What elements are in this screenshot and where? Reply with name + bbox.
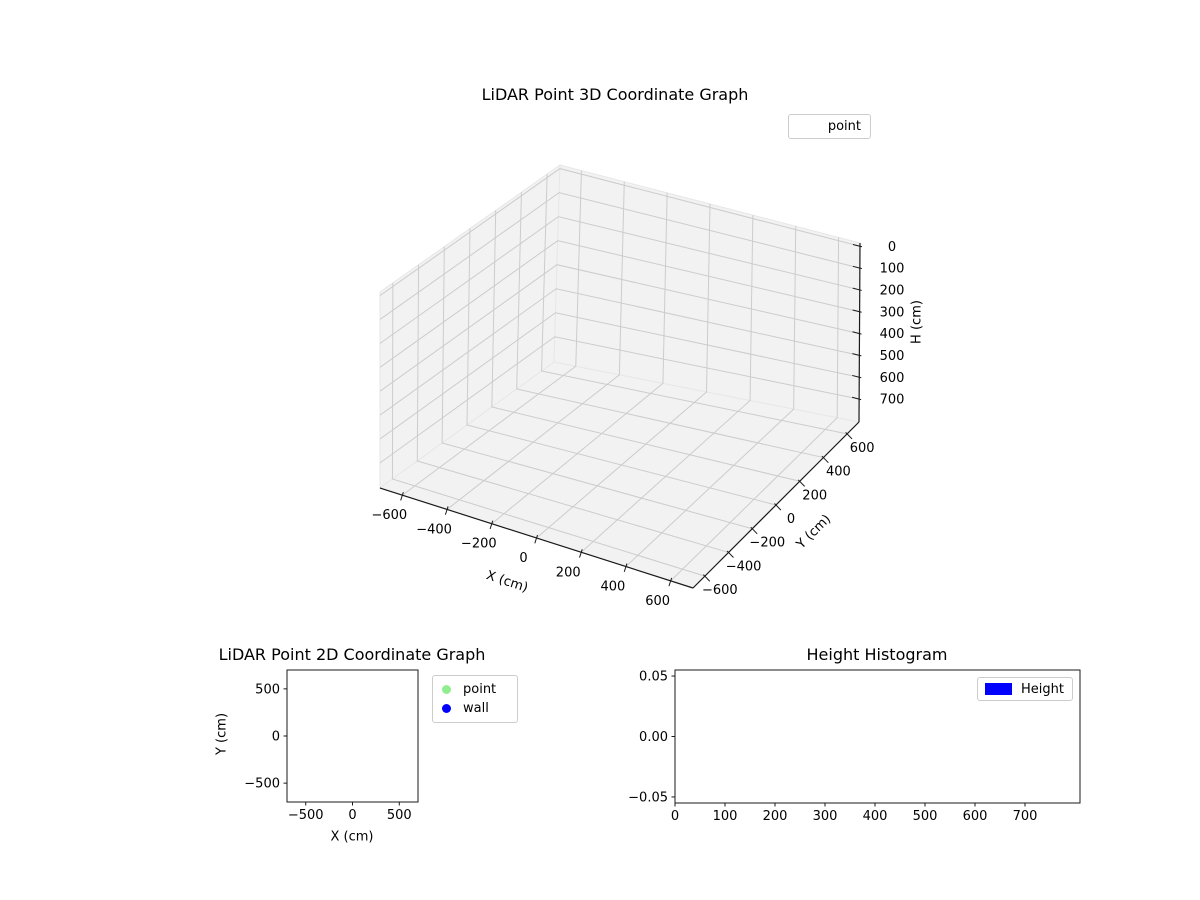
svg-text:600: 600	[850, 441, 875, 456]
svg-text:400: 400	[863, 809, 888, 824]
svg-text:200: 200	[763, 809, 788, 824]
svg-text:−200: −200	[749, 536, 785, 551]
svg-text:200: 200	[802, 488, 827, 503]
svg-text:500: 500	[387, 808, 412, 823]
svg-text:200: 200	[556, 565, 581, 580]
plot2d-legend-row-point: point	[433, 680, 517, 699]
svg-text:−200: −200	[461, 537, 497, 552]
plot2d-xaxis-label: X (cm)	[330, 829, 374, 845]
svg-text:400: 400	[880, 327, 905, 342]
plot3d-legend: point	[788, 114, 871, 139]
svg-text:100: 100	[713, 809, 738, 824]
svg-text:400: 400	[826, 465, 851, 480]
plot3d-panes	[378, 164, 861, 589]
histogram-title: Height Histogram	[806, 645, 948, 664]
histogram-axes: 0 100 200 300 400 500 600 700 −0.05 0.00 0.05	[628, 669, 1081, 824]
svg-text:0: 0	[888, 240, 896, 255]
svg-text:200: 200	[880, 283, 905, 298]
plot2d-legend: point wall	[432, 675, 518, 723]
height-patch-icon	[985, 683, 1012, 695]
svg-text:−500: −500	[288, 808, 324, 823]
svg-text:700: 700	[1013, 809, 1038, 824]
plot2d-title: LiDAR Point 2D Coordinate Graph	[218, 645, 486, 664]
svg-text:0: 0	[671, 809, 679, 824]
plot3d-ticks: −600−400−2000200400600−600−400−200020040…	[371, 240, 904, 609]
svg-text:300: 300	[813, 809, 838, 824]
plot2d-legend-row-wall: wall	[433, 699, 517, 718]
plot3d-grid	[379, 168, 861, 582]
svg-text:500: 500	[880, 349, 905, 364]
svg-text:0.05: 0.05	[639, 670, 668, 685]
svg-text:0: 0	[272, 730, 280, 745]
svg-text:−600: −600	[371, 508, 407, 523]
svg-text:0: 0	[348, 808, 356, 823]
svg-text:0.00: 0.00	[639, 730, 668, 745]
plot2d-legend-label-wall: wall	[463, 701, 489, 716]
svg-text:−600: −600	[702, 583, 738, 598]
svg-text:−400: −400	[416, 522, 452, 537]
svg-text:300: 300	[880, 305, 905, 320]
svg-text:−400: −400	[726, 559, 762, 574]
plot3d-title: LiDAR Point 3D Coordinate Graph	[481, 85, 749, 104]
plot2d-axes: −500 0 500 −500 0 500	[244, 669, 419, 823]
svg-text:−500: −500	[244, 777, 280, 792]
plot3d-legend-label-point: point	[827, 119, 861, 134]
svg-text:400: 400	[601, 580, 626, 595]
svg-text:0: 0	[787, 512, 795, 527]
svg-text:0: 0	[519, 551, 527, 566]
histogram-legend: Height	[977, 677, 1073, 701]
wall-marker-icon	[442, 704, 451, 713]
svg-text:600: 600	[645, 594, 670, 609]
plot2d-legend-label-point: point	[463, 682, 497, 697]
svg-text:600: 600	[880, 371, 905, 386]
svg-text:−0.05: −0.05	[628, 790, 668, 805]
svg-text:100: 100	[880, 262, 905, 277]
point-marker-icon	[442, 685, 451, 694]
histogram-legend-label: Height	[1021, 681, 1064, 697]
svg-text:600: 600	[963, 809, 988, 824]
plot3d-zaxis-label: H (cm)	[909, 300, 925, 344]
svg-text:500: 500	[255, 682, 280, 697]
plot2d-yaxis-label: Y (cm)	[214, 712, 230, 756]
svg-text:500: 500	[913, 809, 938, 824]
svg-text:700: 700	[880, 393, 905, 408]
